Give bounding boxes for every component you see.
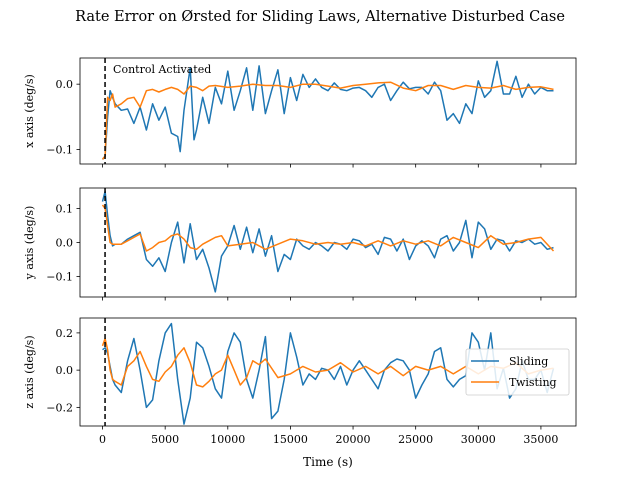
- legend-label-twisting: Twisting: [509, 376, 557, 389]
- x-axis-label: Time (s): [303, 455, 353, 469]
- y-tick-label: 0.1: [56, 202, 74, 215]
- y-tick-label: 0.0: [56, 364, 74, 377]
- series-line-twisting-plot-1: [101, 81, 554, 160]
- x-tick-label: 0: [99, 433, 106, 446]
- series-line-sliding-plot-1: [101, 60, 554, 160]
- x-tick-label: 15000: [273, 433, 308, 446]
- series-line-sliding-plot-2: [101, 190, 554, 293]
- y-tick-label: 0.0: [56, 237, 74, 250]
- y-axis-label-plot-2: y axis (deg/s): [23, 206, 36, 281]
- y-tick-label: −0.1: [46, 271, 73, 284]
- legend-label-sliding: Sliding: [509, 355, 548, 368]
- x-tick-label: 20000: [336, 433, 371, 446]
- x-tick-label: 35000: [523, 433, 558, 446]
- x-tick-label: 25000: [398, 433, 433, 446]
- series-line-twisting-plot-3: [101, 337, 554, 388]
- y-axis-label-plot-3: z axis (deg/s): [23, 335, 36, 408]
- chart-title: Rate Error on Ørsted for Sliding Laws, A…: [75, 9, 565, 25]
- legend: Sliding Twisting: [465, 348, 570, 396]
- y-tick-label: −0.1: [46, 144, 73, 157]
- series-line-twisting-plot-2: [101, 204, 555, 252]
- control-activated-annotation: Control Activated: [113, 63, 211, 76]
- y-axis-label-plot-1: x axis (deg/s): [23, 74, 36, 148]
- series-line-sliding-plot-3: [102, 322, 555, 425]
- x-tick-label: 30000: [461, 433, 496, 446]
- axes-frame-plot-1: [79, 57, 577, 165]
- y-tick-label: 0.2: [56, 327, 74, 340]
- y-tick-label: 0.0: [56, 78, 74, 91]
- axes-frame-plot-3: [79, 317, 577, 427]
- subplots: 0.0 −0.1 x axis (deg/s) Control Activated 0.…: [23, 57, 577, 446]
- y-tick-label: −0.2: [46, 401, 73, 414]
- x-tick-label: 10000: [210, 433, 245, 446]
- x-tick-label: 5000: [151, 433, 179, 446]
